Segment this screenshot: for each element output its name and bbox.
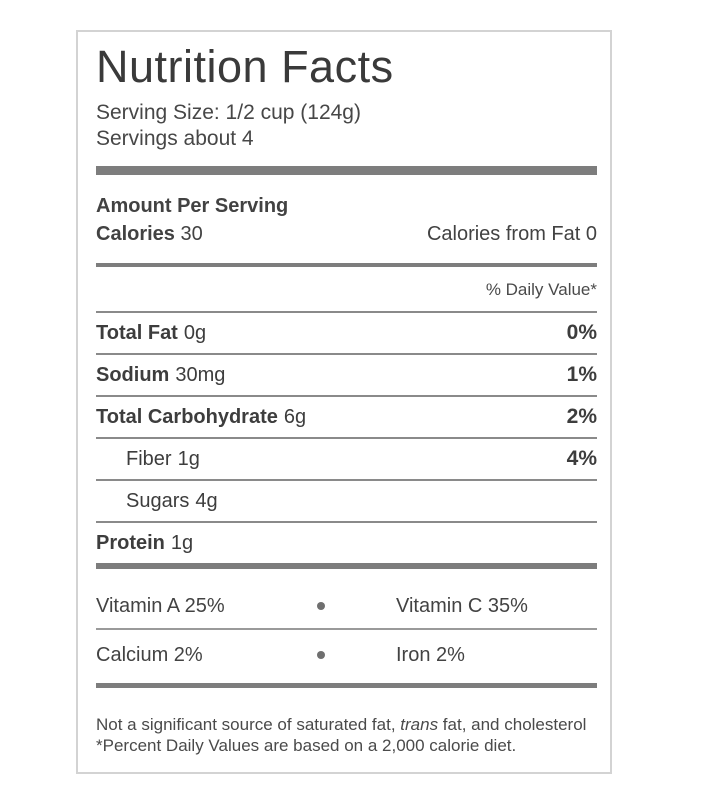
calories-label: Calories [96, 223, 175, 245]
footnote-line-1: Not a significant source of saturated fa… [96, 714, 597, 735]
bullet-icon [317, 651, 325, 659]
nutrient-name-amount: Protein 1g [96, 532, 193, 554]
bullet-icon [317, 602, 325, 610]
nutrient-amount: 4g [195, 490, 218, 512]
micronutrient-row-vitamins: Vitamin A 25% Vitamin C 35% [96, 569, 597, 628]
micronutrient-row-minerals: Calcium 2% Iron 2% [96, 630, 597, 683]
amount-per-serving-heading: Amount Per Serving [96, 195, 289, 217]
nutrient-daily-value: 1% [566, 363, 597, 386]
divider-thin [96, 479, 597, 481]
calories-from-fat: Calories from Fat 0 [426, 223, 597, 245]
nutrient-name-amount: Sodium 30mg [96, 364, 225, 386]
nutrient-amount: 30mg [175, 364, 226, 386]
nutrient-name-amount: Total Fat 0g [96, 322, 206, 344]
nutrient-row-total-fat: Total Fat 0g 0% [96, 313, 597, 353]
divider-thin [96, 628, 597, 630]
nutrient-name: Fiber [126, 448, 172, 470]
divider-thin [96, 395, 597, 397]
nutrient-daily-value: 0% [566, 321, 597, 344]
nutrient-name: Sodium [96, 364, 170, 386]
divider-thick-bottom [96, 683, 597, 688]
serving-size: Serving Size: 1/2 cup (124g) [96, 101, 361, 124]
nutrient-name: Sugars [126, 490, 190, 512]
micronutrient-left: Calcium 2% [96, 644, 203, 666]
nutrient-row-fiber: Fiber 1g 4% [96, 439, 597, 479]
divider-thin [96, 353, 597, 355]
nutrient-row-total-carbohydrate: Total Carbohydrate 6g 2% [96, 397, 597, 437]
micronutrient-right: Iron 2% [396, 644, 465, 666]
nutrient-daily-value: 4% [566, 447, 597, 470]
micronutrient-right: Vitamin C 35% [396, 595, 528, 617]
micronutrient-left: Vitamin A 25% [96, 595, 225, 617]
calories-row: Calories 30 Calories from Fat 0 [96, 223, 597, 245]
nutrient-amount: 0g [183, 322, 207, 344]
nutrient-name: Protein [96, 532, 165, 554]
footnote-text: Not a significant source of saturated fa… [96, 715, 401, 734]
label-title: Nutrition Facts [96, 41, 394, 92]
calories-value: Calories 30 [96, 223, 203, 245]
nutrient-row-sugars: Sugars 4g [96, 481, 597, 521]
divider-thick-top [96, 166, 597, 175]
nutrient-row-protein: Protein 1g [96, 523, 597, 563]
percent-daily-value-header: % Daily Value* [485, 280, 597, 299]
nutrient-daily-value: 2% [566, 405, 597, 428]
nutrient-row-sodium: Sodium 30mg 1% [96, 355, 597, 395]
servings-count: Servings about 4 [96, 127, 254, 150]
nutrient-amount: 6g [283, 406, 307, 428]
nutrition-facts-label: Nutrition Facts Serving Size: 1/2 cup (1… [76, 30, 612, 774]
divider-thin [96, 311, 597, 313]
nutrient-name-amount: Fiber 1g [96, 448, 200, 470]
nutrient-name: Total Carbohydrate [96, 406, 278, 428]
footnote-line-2: *Percent Daily Values are based on a 2,0… [96, 736, 517, 755]
footnote-text: fat, and cholesterol [438, 715, 587, 734]
calories-number: 30 [180, 223, 203, 245]
nutrient-name: Total Fat [96, 322, 178, 344]
nutrient-amount: 1g [177, 448, 200, 470]
serving-info: Serving Size: 1/2 cup (124g) Servings ab… [96, 100, 597, 152]
divider-thin [96, 521, 597, 523]
divider-medium [96, 263, 597, 267]
divider-thin [96, 437, 597, 439]
footnote-trans-italic: trans [400, 715, 439, 734]
nutrient-amount: 1g [170, 532, 194, 554]
nutrient-name-amount: Total Carbohydrate 6g [96, 406, 306, 428]
nutrient-name-amount: Sugars 4g [96, 490, 218, 512]
footnote: Not a significant source of saturated fa… [96, 714, 597, 756]
divider-thick-protein [96, 563, 597, 569]
